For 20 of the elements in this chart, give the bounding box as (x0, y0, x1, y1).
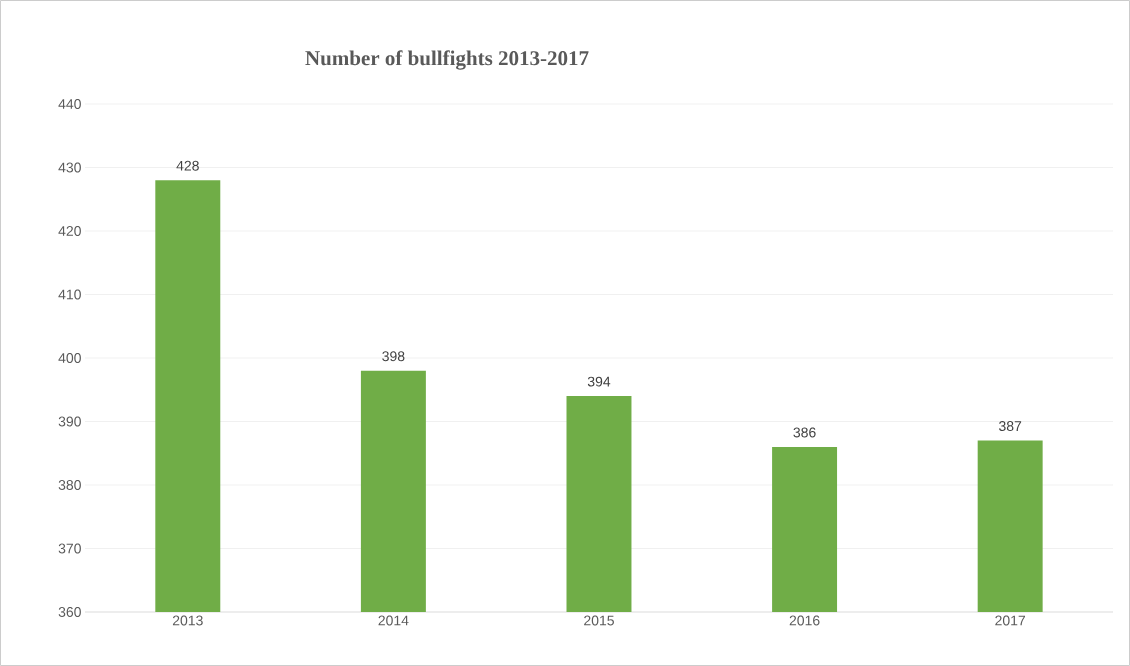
data-label: 387 (999, 421, 1022, 432)
y-tick-label: 370 (58, 543, 81, 554)
y-tick-label: 380 (58, 480, 81, 490)
y-tick-label: 390 (58, 416, 81, 427)
x-tick-label: 2015 (584, 615, 614, 626)
y-tick-label: 410 (58, 289, 81, 300)
x-tick-label: 2014 (378, 615, 409, 626)
x-tick-label: 2017 (995, 615, 1026, 626)
y-tick-label: 440 (58, 99, 81, 109)
data-label: 398 (382, 351, 405, 362)
y-tick-label: 420 (58, 226, 81, 236)
y-tick-label: 430 (58, 162, 81, 173)
y-tick-label: 360 (58, 607, 81, 617)
y-tick-label: 400 (58, 353, 81, 363)
x-tick-label: 2013 (172, 615, 203, 626)
x-tick-label: 2016 (789, 615, 820, 626)
data-label: 394 (587, 376, 611, 387)
chart-title: Number of bullfights 2013-2017 (305, 50, 589, 70)
data-label: 386 (793, 427, 816, 438)
data-label: 428 (176, 160, 199, 171)
